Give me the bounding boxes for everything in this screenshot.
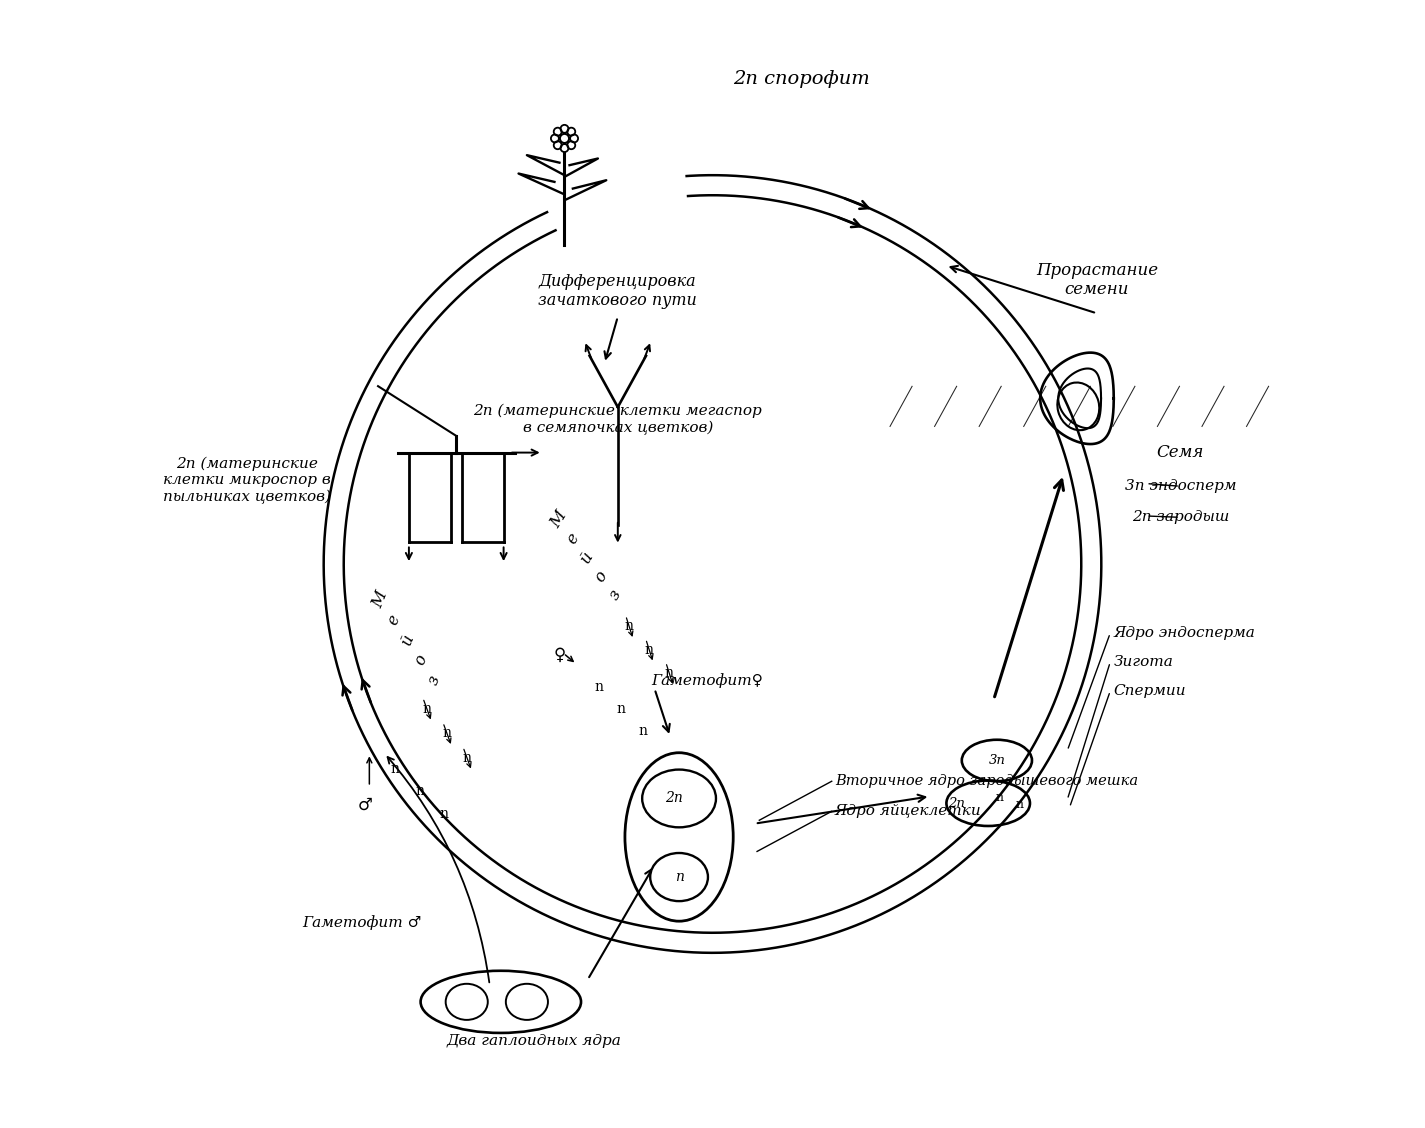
Text: Зигота: Зигота [1113,655,1173,669]
Text: е: е [385,613,403,627]
Text: 2n (материнские клетки мегаспор
в семяпочках цветков): 2n (материнские клетки мегаспор в семяпо… [473,404,762,434]
Text: n: n [644,643,654,656]
Text: n: n [390,763,399,776]
Text: n: n [638,724,648,738]
Text: n: n [624,619,634,634]
Text: Гаметофит ♂: Гаметофит ♂ [302,915,422,931]
Text: ♂: ♂ [358,795,372,813]
Text: Спермии: Спермии [1113,684,1186,698]
Text: й: й [577,548,597,566]
Ellipse shape [643,769,715,827]
Text: n: n [463,751,472,765]
Text: з: з [606,587,626,603]
Ellipse shape [420,971,581,1033]
Text: n: n [423,702,432,716]
Text: о: о [591,567,611,584]
Text: n: n [996,792,1003,804]
Text: n: n [594,679,603,694]
Text: Семя: Семя [1157,444,1204,461]
Text: М: М [547,508,570,531]
Text: е: е [563,530,583,547]
Text: Ядро эндосперма: Ядро эндосперма [1113,626,1255,640]
Text: о: о [410,652,430,668]
Ellipse shape [446,984,487,1020]
Text: Прорастание
семени: Прорастание семени [1036,262,1159,298]
Text: Гаметофит♀: Гаметофит♀ [651,673,764,688]
Text: М: М [369,589,392,610]
Text: n: n [439,807,449,820]
Ellipse shape [650,853,708,901]
Ellipse shape [1057,382,1099,430]
Text: з: з [425,672,443,687]
Text: Ядро яйцеклетки: Ядро яйцеклетки [835,804,982,818]
Text: Дифференцировка
зачаткового пути: Дифференцировка зачаткового пути [539,273,697,309]
Text: 2n: 2n [665,792,683,805]
Text: 3n: 3n [989,754,1005,767]
Text: n: n [443,726,452,740]
Text: n: n [664,667,674,680]
Text: n: n [415,784,425,799]
Text: Вторичное ядро зародышевого мешка: Вторичное ядро зародышевого мешка [835,774,1139,788]
Text: Два гаплоидных ядра: Два гаплоидных ядра [447,1034,621,1048]
Text: 2n: 2n [948,796,965,810]
Ellipse shape [506,984,549,1020]
Text: 2n зародыш: 2n зародыш [1131,510,1230,525]
Text: n: n [674,870,684,884]
Text: 2n спорофит: 2n спорофит [734,70,871,88]
Text: 2n (материнские
клетки микроспор в
пыльниках цветков): 2n (материнские клетки микроспор в пыльн… [162,457,331,504]
Text: n: n [617,702,626,716]
Text: ♀: ♀ [554,646,566,664]
Text: 3n эндосперм: 3n эндосперм [1124,479,1235,493]
Text: n: n [1016,799,1023,811]
Ellipse shape [626,752,734,922]
Text: й: й [398,632,418,647]
